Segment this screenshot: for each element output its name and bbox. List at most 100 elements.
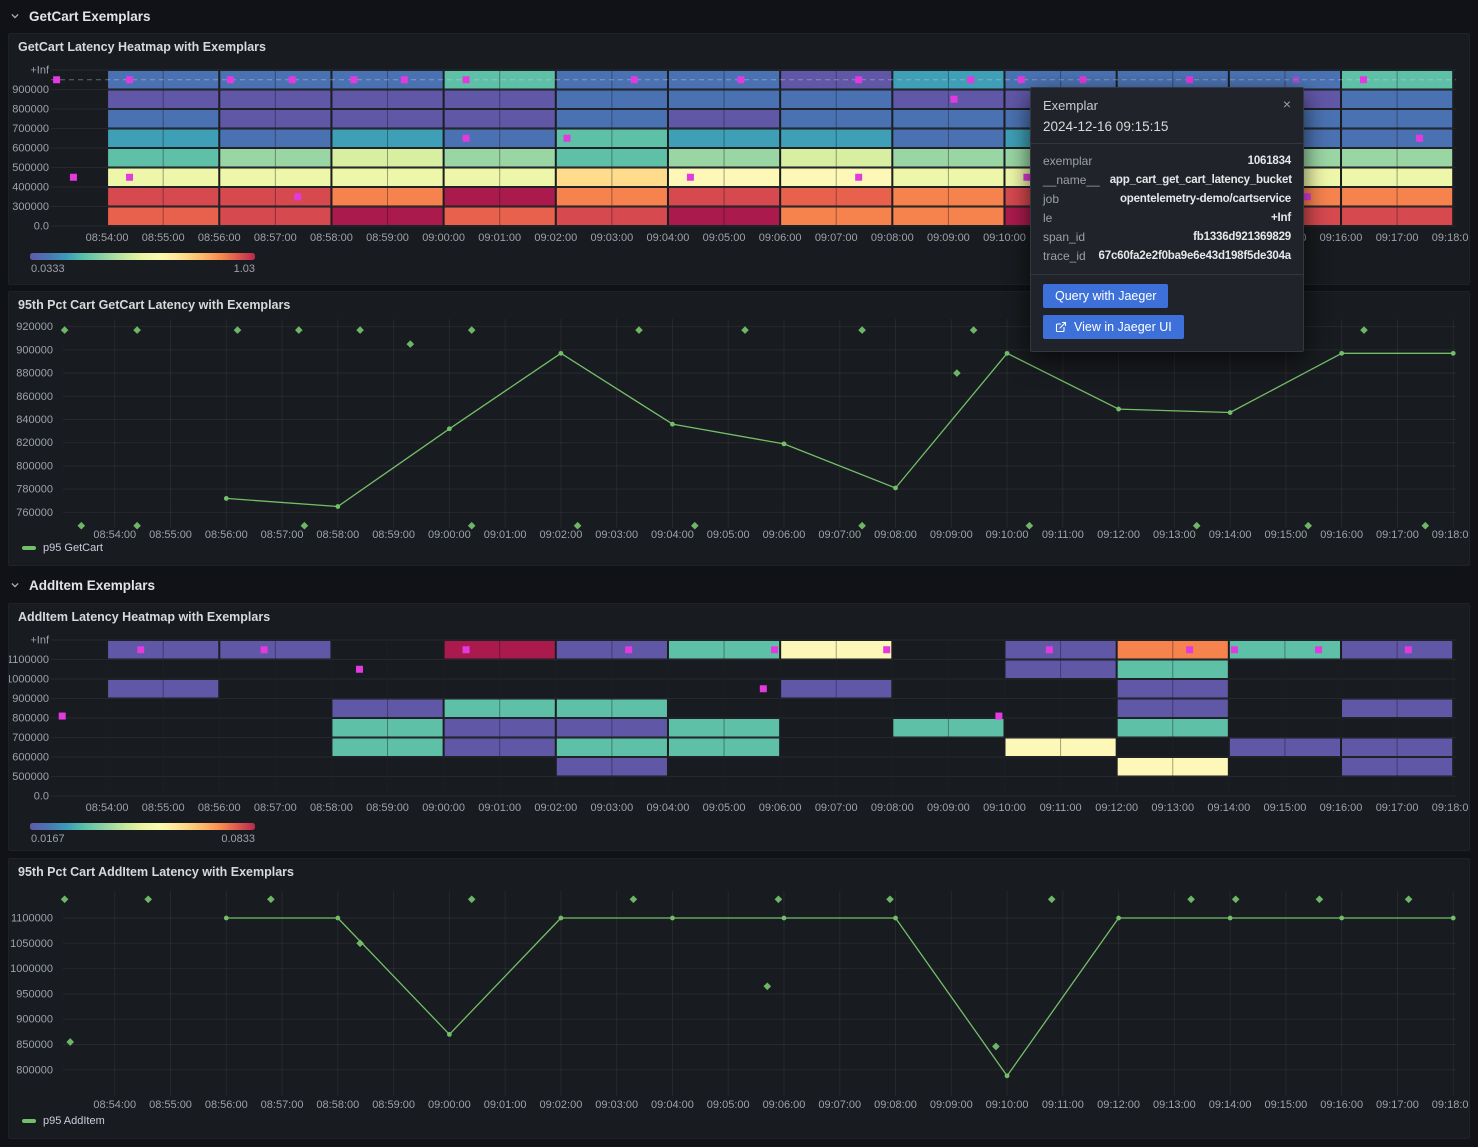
svg-text:09:15:00: 09:15:00 — [1264, 1099, 1307, 1111]
svg-text:09:08:00: 09:08:00 — [871, 802, 914, 814]
svg-text:08:55:00: 08:55:00 — [149, 1099, 192, 1111]
svg-text:09:01:00: 09:01:00 — [478, 802, 521, 814]
field-row: job opentelemetry-demo/cartservice — [1043, 190, 1291, 209]
svg-text:09:10:00: 09:10:00 — [983, 232, 1026, 244]
svg-text:800000: 800000 — [12, 713, 49, 725]
svg-text:09:01:00: 09:01:00 — [484, 1099, 527, 1111]
field-row: __name__ app_cart_get_cart_latency_bucke… — [1043, 171, 1292, 190]
query-with-jaeger-button[interactable]: Query with Jaeger — [1043, 284, 1169, 308]
svg-text:08:58:00: 08:58:00 — [316, 529, 359, 541]
tooltip-timestamp: 2024-12-16 09:15:15 — [1043, 119, 1169, 134]
panel-additem-heatmap: AddItem Latency Heatmap with Exemplars 0… — [8, 603, 1470, 851]
svg-text:700000: 700000 — [12, 732, 49, 744]
svg-text:08:59:00: 08:59:00 — [372, 1099, 415, 1111]
svg-text:900000: 900000 — [16, 344, 53, 356]
svg-text:09:08:00: 09:08:00 — [871, 232, 914, 244]
legend-swatch — [22, 546, 36, 550]
line-chart-canvas[interactable]: 08:54:00 08:55:00 08:56:00 08:57:00 08:58:00… — [9, 859, 1469, 1138]
svg-text:09:10:00: 09:10:00 — [986, 529, 1029, 541]
line-chart-canvas[interactable]: 08:54:00 08:55:00 08:56:00 08:57:00 08:58:00… — [9, 292, 1469, 565]
button-label: View in Jaeger UI — [1074, 320, 1172, 334]
svg-text:08:58:00: 08:58:00 — [316, 1099, 359, 1111]
svg-text:08:59:00: 08:59:00 — [366, 232, 409, 244]
row-header-getcart[interactable]: GetCart Exemplars — [10, 5, 151, 27]
svg-text:09:18:00: 09:18:00 — [1432, 1099, 1469, 1111]
svg-text:09:02:00: 09:02:00 — [540, 1099, 583, 1111]
svg-text:09:06:00: 09:06:00 — [759, 232, 802, 244]
svg-text:780000: 780000 — [16, 484, 53, 496]
svg-text:09:03:00: 09:03:00 — [595, 1099, 638, 1111]
svg-text:09:16:00: 09:16:00 — [1320, 232, 1363, 244]
svg-text:1050000: 1050000 — [10, 938, 53, 950]
heatmap-canvas[interactable]: 08:54:00 08:55:00 08:56:00 08:57:00 08:58:00… — [9, 604, 1469, 850]
panel-title: 95th Pct Cart GetCart Latency with Exemp… — [18, 298, 291, 312]
svg-text:09:09:00: 09:09:00 — [927, 232, 970, 244]
row-title: AddItem Exemplars — [29, 577, 156, 593]
view-in-jaeger-button[interactable]: View in Jaeger UI — [1043, 315, 1184, 339]
svg-text:09:14:00: 09:14:00 — [1207, 802, 1250, 814]
svg-text:09:09:00: 09:09:00 — [930, 1099, 973, 1111]
svg-text:09:16:00: 09:16:00 — [1320, 802, 1363, 814]
svg-text:09:18:00: 09:18:00 — [1432, 529, 1469, 541]
legend-item[interactable]: p95 GetCart — [22, 542, 103, 554]
legend-item[interactable]: p95 AddItem — [22, 1115, 105, 1127]
svg-text:08:57:00: 08:57:00 — [261, 529, 304, 541]
svg-text:08:55:00: 08:55:00 — [142, 232, 185, 244]
svg-text:09:15:00: 09:15:00 — [1264, 529, 1307, 541]
close-icon[interactable]: × — [1282, 96, 1291, 112]
field-row: trace_id 67c60fa2e2f0ba9e6e43d198f5de304… — [1043, 247, 1291, 266]
svg-text:1.03: 1.03 — [234, 263, 255, 275]
svg-text:08:58:00: 08:58:00 — [310, 802, 353, 814]
svg-text:09:16:00: 09:16:00 — [1320, 529, 1363, 541]
svg-text:09:08:00: 09:08:00 — [874, 1099, 917, 1111]
svg-text:820000: 820000 — [16, 437, 53, 449]
tooltip-title: Exemplar — [1043, 98, 1098, 113]
svg-text:09:06:00: 09:06:00 — [759, 802, 802, 814]
svg-text:08:57:00: 08:57:00 — [254, 802, 297, 814]
panel-getcart-p95: 95th Pct Cart GetCart Latency with Exemp… — [8, 291, 1470, 566]
field-label: job — [1043, 192, 1060, 206]
svg-text:600000: 600000 — [12, 143, 49, 155]
svg-text:08:55:00: 08:55:00 — [142, 802, 185, 814]
svg-text:09:01:00: 09:01:00 — [478, 232, 521, 244]
svg-text:08:54:00: 08:54:00 — [93, 529, 136, 541]
svg-text:09:11:00: 09:11:00 — [1040, 802, 1082, 814]
svg-text:09:04:00: 09:04:00 — [647, 232, 690, 244]
legend-swatch — [22, 1119, 36, 1123]
svg-text:08:56:00: 08:56:00 — [198, 232, 241, 244]
tooltip-fields: exemplar 1061834 __name__ app_cart_get_c… — [1031, 144, 1303, 274]
svg-text:09:03:00: 09:03:00 — [590, 232, 633, 244]
svg-text:1000000: 1000000 — [10, 963, 53, 975]
svg-text:08:59:00: 08:59:00 — [366, 802, 409, 814]
svg-text:09:05:00: 09:05:00 — [703, 232, 746, 244]
svg-text:08:57:00: 08:57:00 — [254, 232, 297, 244]
svg-text:09:07:00: 09:07:00 — [815, 232, 858, 244]
row-header-additem[interactable]: AddItem Exemplars — [10, 574, 155, 596]
svg-text:09:10:00: 09:10:00 — [986, 1099, 1029, 1111]
field-value: opentelemetry-demo/cartservice — [1119, 193, 1291, 205]
svg-text:08:56:00: 08:56:00 — [205, 529, 248, 541]
field-value: 1061834 — [1247, 155, 1292, 167]
svg-text:08:59:00: 08:59:00 — [372, 529, 415, 541]
svg-text:700000: 700000 — [12, 123, 49, 135]
svg-text:09:13:00: 09:13:00 — [1151, 802, 1194, 814]
svg-text:09:11:00: 09:11:00 — [1042, 1099, 1084, 1111]
svg-text:09:14:00: 09:14:00 — [1209, 1099, 1252, 1111]
svg-text:760000: 760000 — [16, 507, 53, 519]
svg-text:09:05:00: 09:05:00 — [707, 1099, 750, 1111]
svg-text:09:13:00: 09:13:00 — [1153, 529, 1196, 541]
svg-text:950000: 950000 — [16, 988, 53, 1000]
field-label: exemplar — [1043, 154, 1093, 168]
svg-text:0.0: 0.0 — [34, 791, 49, 803]
panel-title: AddItem Latency Heatmap with Exemplars — [18, 610, 271, 624]
field-row: span_id fb1336d921369829 — [1043, 228, 1291, 247]
svg-text:880000: 880000 — [16, 368, 53, 380]
svg-text:1100000: 1100000 — [9, 654, 49, 666]
field-value: app_cart_get_cart_latency_bucket — [1109, 174, 1292, 186]
svg-text:08:54:00: 08:54:00 — [93, 1099, 136, 1111]
svg-text:09:14:00: 09:14:00 — [1209, 529, 1252, 541]
divider — [1031, 274, 1303, 275]
svg-text:08:57:00: 08:57:00 — [261, 1099, 304, 1111]
svg-text:09:18:00: 09:18:00 — [1432, 802, 1469, 814]
svg-text:09:00:00: 09:00:00 — [422, 232, 465, 244]
